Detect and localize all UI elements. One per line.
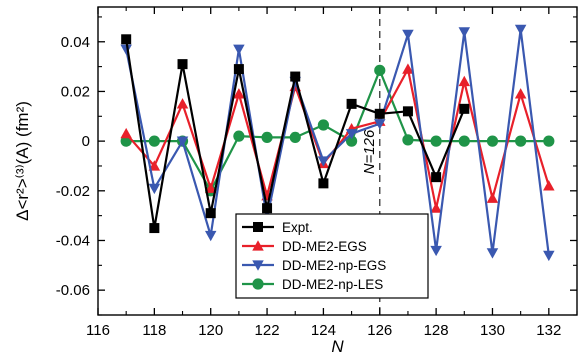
data-point — [486, 248, 499, 259]
data-point — [374, 64, 386, 76]
data-point — [374, 108, 385, 119]
data-point — [262, 203, 273, 214]
data-point — [430, 202, 442, 213]
series-line — [125, 67, 550, 210]
data-point — [148, 183, 161, 195]
data-point — [120, 127, 132, 139]
data-point — [233, 64, 244, 75]
legend-label: DD-ME2-np-EGS — [282, 258, 386, 273]
data-point — [148, 135, 160, 147]
x-tick-label: 132 — [536, 322, 561, 339]
data-point — [431, 172, 442, 183]
data-point — [204, 230, 217, 242]
legend: Expt. DD-ME2-EGS DD-ME2-np-EGS DD-ME2-np-LE… — [235, 213, 429, 299]
data-point — [543, 135, 555, 147]
series-line — [125, 28, 550, 256]
axes-layer: 116 118 120 122 124 126 128 130 132 -0.06 -0.04 -0.… — [13, 6, 578, 356]
data-point — [402, 106, 413, 117]
data-point — [486, 192, 499, 203]
data-point — [486, 135, 499, 147]
series-layer — [120, 24, 555, 262]
n126-annotation: N=126 — [361, 129, 378, 174]
x-tick-label: 130 — [480, 322, 505, 339]
legend-label: DD-ME2-EGS — [282, 239, 367, 254]
data-point — [458, 75, 471, 87]
data-point — [233, 44, 245, 55]
y-tick-label: 0 — [82, 133, 90, 150]
series-dd-me2-np-egs — [120, 24, 555, 262]
legend-marker — [252, 260, 264, 271]
x-tick-label: 128 — [424, 322, 449, 339]
x-tick-label: 126 — [367, 322, 392, 339]
data-point — [430, 135, 442, 147]
y-tick-label: -0.02 — [56, 183, 90, 200]
data-point — [543, 180, 555, 191]
data-point — [458, 27, 471, 38]
data-point — [289, 131, 301, 144]
data-point — [120, 44, 132, 55]
data-point — [261, 131, 273, 144]
data-point — [514, 24, 527, 36]
data-point — [543, 250, 555, 262]
legend-label: Expt. — [282, 220, 313, 235]
legend-marker — [252, 240, 264, 251]
plot-frame — [97, 6, 578, 316]
x-tick-label: 118 — [142, 322, 166, 339]
legend-entry: DD-ME2-np-EGS — [242, 258, 386, 273]
y-tick-label: 0.02 — [61, 83, 90, 100]
legend-label: DD-ME2-np-LES — [282, 277, 383, 292]
data-point — [177, 59, 188, 70]
legend-entry: Expt. — [242, 220, 313, 235]
data-point — [430, 245, 442, 257]
data-point — [176, 98, 189, 109]
data-point — [458, 135, 470, 147]
x-tick-label: 120 — [198, 322, 223, 339]
y-tick-label: -0.04 — [56, 232, 90, 249]
data-point — [515, 135, 527, 147]
legend-entry: DD-ME2-EGS — [242, 239, 367, 254]
data-point — [346, 98, 357, 109]
data-point — [121, 34, 132, 45]
data-point — [317, 119, 330, 131]
legend-entry: DD-ME2-np-LES — [242, 277, 383, 292]
data-point — [318, 178, 329, 189]
y-tick-label: 0.04 — [61, 34, 90, 51]
data-point — [204, 182, 217, 193]
y-tick-label: -0.06 — [56, 282, 90, 299]
data-point — [317, 156, 330, 167]
data-point — [402, 134, 414, 146]
data-point — [233, 88, 245, 99]
data-point — [402, 29, 414, 41]
data-point — [402, 63, 414, 74]
x-tick-label: 122 — [255, 322, 280, 339]
data-point — [290, 71, 301, 82]
data-point — [205, 208, 216, 219]
data-point — [149, 223, 160, 234]
data-point — [148, 160, 161, 171]
data-point — [459, 103, 470, 114]
data-point — [345, 135, 358, 147]
y-axis-title: Δ<r²>⁽³⁾(A) (fm²) — [13, 101, 32, 221]
legend-marker — [253, 222, 263, 232]
data-point — [514, 88, 527, 99]
data-point — [374, 119, 386, 130]
x-axis-title: N — [331, 337, 344, 356]
series-expt- — [121, 34, 470, 234]
data-point — [233, 130, 245, 142]
legend-marker — [252, 278, 264, 290]
x-tick-label: 124 — [311, 322, 336, 339]
data-point — [176, 136, 189, 147]
data-point — [345, 129, 358, 140]
x-tick-label: 116 — [86, 322, 110, 339]
